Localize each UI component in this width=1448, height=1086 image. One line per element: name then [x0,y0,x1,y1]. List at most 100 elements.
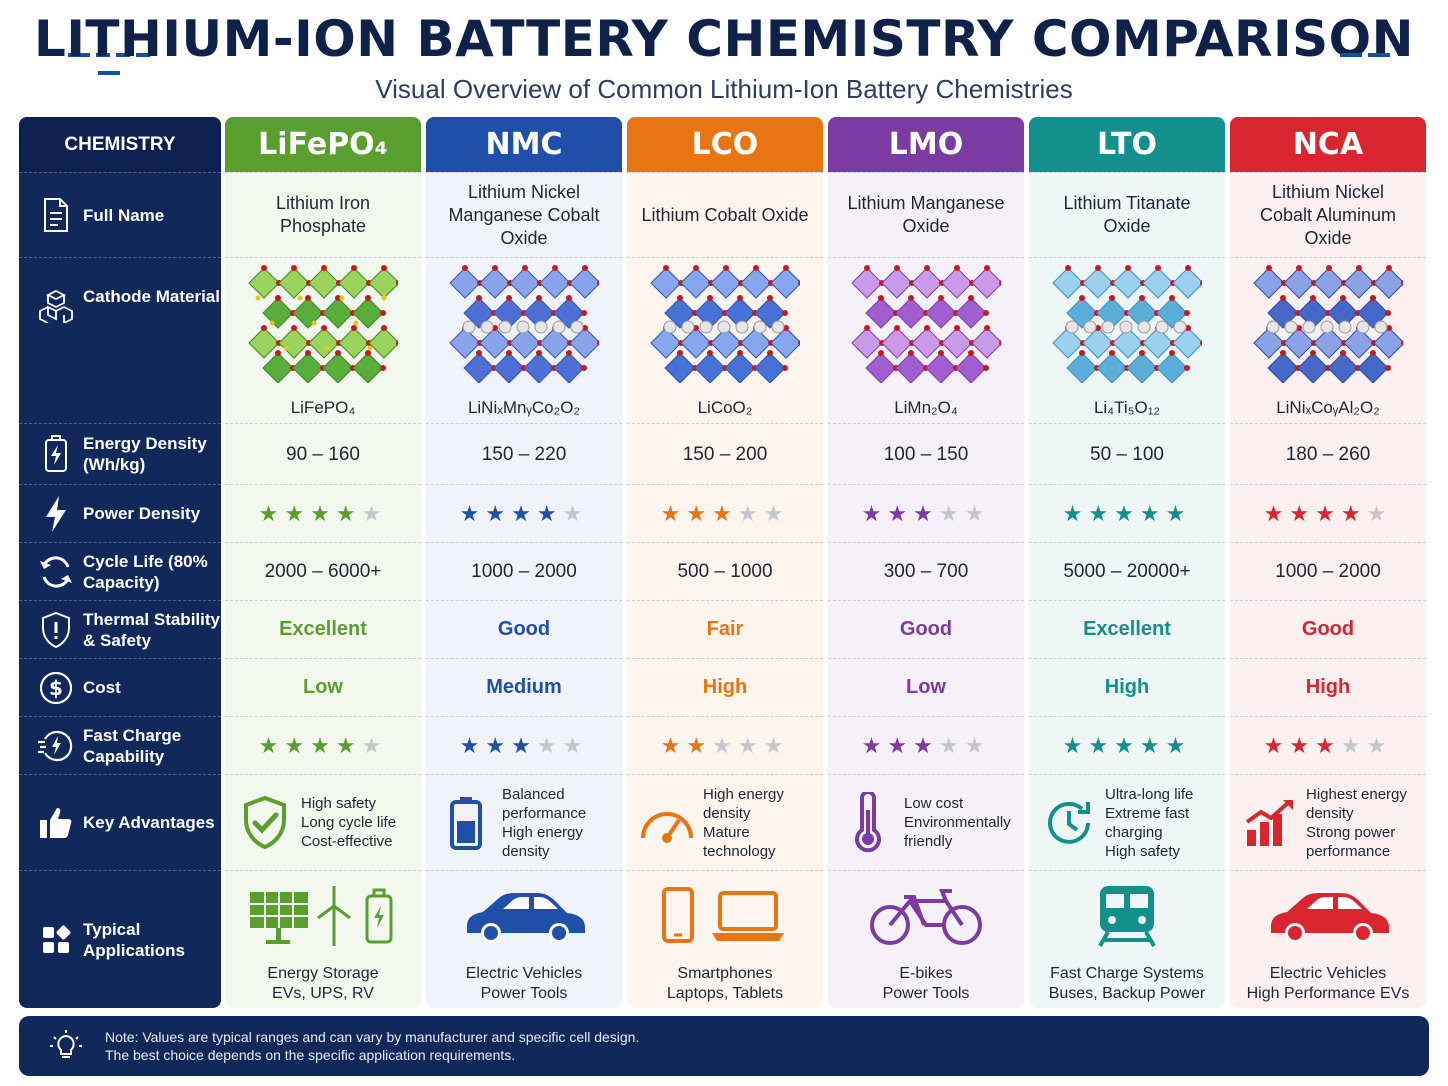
power-rating-cell: ★★★★★ [1230,484,1426,542]
applications-cell: Electric Vehicles Power Tools [426,870,622,1008]
cycle-value: 300 – 700 [883,561,969,582]
key-advantages-cell: High energy density Mature technology [627,774,823,870]
applications-cell: Energy Storage EVs, UPS, RV [225,870,421,1008]
column-lco: LCO Lithium Cobalt Oxide LiCoO₂ 150 – 200 ★★… [627,117,823,1008]
chemistry-header: LMO [828,117,1024,172]
crystal-structure-image [248,263,402,388]
key-advantages-cell: High safety Long cycle life Cost-effective [225,774,421,870]
shield-check-icon [235,793,295,853]
full-name-text: Lithium Iron Phosphate [275,193,371,236]
cycle-cell: 2000 – 6000+ [225,542,421,600]
thermal-cell: Good [1230,600,1426,658]
application-item: Electric Vehicles [465,964,583,982]
column-nca: NCA Lithium Nickel Cobalt Aluminum Oxide L… [1230,117,1426,1008]
cost-rating: Low [906,676,946,698]
bar-chart-up-icon [1240,793,1300,853]
applications-text: Fast Charge Systems Buses, Backup Power [1049,964,1206,1004]
page-title: LITHIUM-ION BATTERY CHEMISTRY COMPARISON [33,10,1415,68]
star-rating: ★★★★★ [861,732,991,758]
advantages-list: Ultra-long life Extreme fast charging High… [1105,785,1225,861]
energy-cell: 90 – 160 [225,423,421,484]
chemistry-header: LiFePO₄ [225,117,421,172]
cost-cell: Medium [426,658,622,716]
energy-value: 100 – 150 [883,443,969,465]
cathode-formula: LiMn₂O₄ [894,398,958,417]
thermal-cell: Good [828,600,1024,658]
cycle-cell: 1000 – 2000 [426,542,622,600]
cost-rating: High [702,676,748,698]
energy-value: 150 – 220 [481,443,567,465]
train-icon [1092,876,1162,956]
row-label-text: Cost [83,678,121,697]
application-item: Power Tools [480,984,568,1002]
cost-cell: Low [828,658,1024,716]
title-decoration-left [58,46,166,75]
advantage-item: Balanced performance [502,785,587,822]
title-decoration-right [1340,46,1396,57]
application-item: High Performance EVs [1246,984,1410,1002]
shield-icon [33,610,79,650]
full-name-cell: Lithium Nickel Cobalt Aluminum Oxide [1230,172,1426,257]
fast-rating-cell: ★★★★★ [1029,716,1225,774]
phone-laptop-icon [660,876,790,956]
applications-text: Smartphones Laptops, Tablets [667,964,783,1004]
energy-value: 90 – 160 [286,443,360,465]
application-item: Laptops, Tablets [666,984,784,1002]
footnote-bar: Note: Values are typical ranges and can … [19,1016,1429,1076]
cathode-formula: LiNiₓMnᵧCo₂O₂ [467,398,581,417]
row-label-text: Cycle Life (80% Capacity) [83,551,208,592]
power-rating-cell: ★★★★★ [225,484,421,542]
cost-cell: High [627,658,823,716]
chemistry-header: NMC [426,117,622,172]
advantage-item: Highest energy density [1306,785,1407,822]
cycle-cell: 5000 – 20000+ [1029,542,1225,600]
cycle-value: 1000 – 2000 [471,561,577,582]
fast-rating-cell: ★★★★★ [627,716,823,774]
star-rating: ★★★★★ [459,732,589,758]
fast-rating-cell: ★★★★★ [225,716,421,774]
cathode-cell: LiNiₓCoᵧAl₂O₂ [1230,257,1426,423]
crystal-structure-image [851,263,1005,388]
bicycle-icon [866,876,986,956]
thermal-cell: Fair [627,600,823,658]
row-label-thermal: Thermal Stability & Safety [19,600,221,658]
advantage-item: High safety [301,795,377,812]
full-name-text: Lithium Titanate Oxide [1063,193,1191,236]
applications-cell: Electric Vehicles High Performance EVs [1230,870,1426,1008]
row-label-text: Typical Applications [83,919,186,960]
cathode-cell: LiMn₂O₄ [828,257,1024,423]
thermal-rating: Good [899,618,953,640]
full-name-text: Lithium Nickel Manganese Cobalt Oxide [448,181,600,248]
advantage-item: Strong power performance [1306,823,1396,860]
cycle-value: 500 – 1000 [677,561,773,582]
row-label-apps: Typical Applications [19,870,221,1008]
row-label-text: Power Density [83,504,201,523]
cathode-cell: LiCoO₂ [627,257,823,423]
gauge-icon [637,793,697,853]
power-rating-cell: ★★★★★ [1029,484,1225,542]
full-name-cell: Lithium Manganese Oxide [828,172,1024,257]
star-rating: ★★★★★ [660,500,790,526]
star-rating: ★★★★★ [1263,732,1393,758]
energy-cell: 150 – 200 [627,423,823,484]
advantages-list: Highest energy density Strong power perfo… [1306,785,1426,861]
row-label-cost: $ Cost [19,658,221,716]
advantage-item: Ultra-long life [1105,785,1194,803]
star-rating: ★★★★★ [1263,500,1393,526]
row-label-text: Thermal Stability & Safety [83,609,220,650]
cost-rating: Medium [486,676,562,698]
row-label-cathode: Cathode Material [19,257,221,423]
fast-rating-cell: ★★★★★ [426,716,622,774]
energy-cell: 100 – 150 [828,423,1024,484]
row-label-text: Fast Charge Capability [83,725,182,766]
cycle-value: 1000 – 2000 [1275,561,1381,582]
row-label-text: Key Advantages [83,813,215,832]
chemistry-header: LTO [1029,117,1225,172]
key-advantages-cell: Low cost Environmentally friendly [828,774,1024,870]
application-item: Buses, Backup Power [1048,984,1206,1002]
key-advantages-cell: Balanced performance High energy density [426,774,622,870]
crystal-structure-image [650,263,804,388]
chemistry-header: LCO [627,117,823,172]
advantages-list: Balanced performance High energy density [502,785,622,861]
advantage-item: Low cost [904,795,964,812]
